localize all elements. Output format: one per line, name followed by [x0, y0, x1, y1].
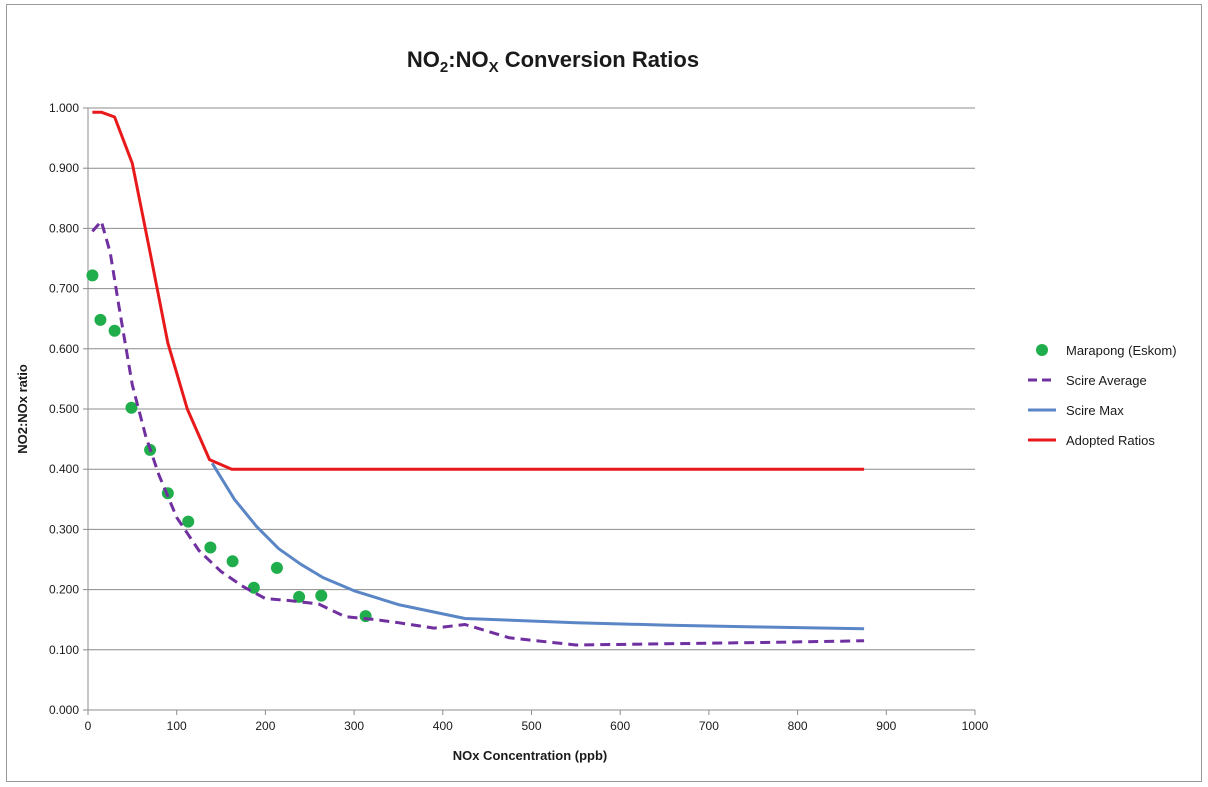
marapong-eskom-point — [226, 555, 239, 568]
title-part-mid: :NO — [448, 47, 488, 72]
y-tick-label: 0.400 — [49, 462, 79, 476]
y-tick-label: 0.300 — [49, 522, 79, 536]
y-tick-label: 0.500 — [49, 402, 79, 416]
y-tick-label: 0.800 — [49, 221, 79, 235]
marapong-eskom-point — [293, 590, 306, 603]
marapong-eskom-point — [247, 581, 260, 594]
chart-title: NO2:NOX Conversion Ratios — [407, 47, 699, 76]
x-tick-label: 300 — [344, 719, 364, 733]
marapong-eskom-point — [315, 589, 328, 602]
x-tick-label: 100 — [167, 719, 187, 733]
legend-marker-marapong-eskom — [1036, 344, 1048, 356]
y-tick-label: 0.900 — [49, 161, 79, 175]
gridlines — [88, 107, 975, 651]
title-part-main: NO — [407, 47, 440, 72]
adopted-ratios-line — [92, 110, 865, 471]
x-tick-label: 900 — [876, 719, 896, 733]
legend-label-adopted-ratios: Adopted Ratios — [1066, 433, 1155, 448]
y-tick-label: 0.200 — [49, 583, 79, 597]
x-axis-title: NOx Concentration (ppb) — [453, 748, 608, 763]
x-tick-label: 0 — [85, 719, 92, 733]
x-tick-label: 600 — [610, 719, 630, 733]
marapong-eskom-point — [86, 269, 99, 282]
title-part-tail: Conversion Ratios — [499, 47, 699, 72]
y-axis-title: NO2:NOx ratio — [15, 364, 30, 454]
chart-frame — [6, 4, 1202, 782]
title-sub-x: X — [489, 59, 499, 76]
y-tick-labels: 0.000 0.100 0.200 0.300 0.400 0.500 0.600 0.700… — [49, 101, 79, 717]
marapong-eskom-point — [270, 561, 283, 574]
marapong-eskom-point — [182, 515, 195, 528]
legend: Marapong (Eskom) Scire Average Scire Max Ad… — [1028, 343, 1177, 448]
y-tick-label: 0.600 — [49, 342, 79, 356]
marapong-eskom-point — [125, 401, 138, 414]
marapong-eskom-point — [204, 541, 217, 554]
scire-max-line — [210, 462, 865, 631]
marapong-eskom-point — [94, 313, 107, 326]
x-tick-label: 400 — [433, 719, 453, 733]
legend-label-scire-max: Scire Max — [1066, 403, 1124, 418]
y-tick-label: 0.100 — [49, 643, 79, 657]
legend-label-marapong-eskom: Marapong (Eskom) — [1066, 343, 1177, 358]
x-tick-label: 700 — [699, 719, 719, 733]
title-sub-2: 2 — [440, 59, 448, 76]
x-tick-label: 800 — [788, 719, 808, 733]
y-tick-label: 0.700 — [49, 282, 79, 296]
y-tick-label: 1.000 — [49, 101, 79, 115]
axes — [83, 107, 976, 715]
series — [86, 110, 865, 647]
y-tick-label: 0.000 — [49, 703, 79, 717]
marapong-eskom-point — [108, 324, 121, 337]
legend-label-scire-average: Scire Average — [1066, 373, 1147, 388]
scire-average-line — [91, 219, 865, 647]
x-tick-label: 200 — [255, 719, 275, 733]
x-tick-label: 1000 — [962, 719, 989, 733]
x-tick-label: 500 — [521, 719, 541, 733]
x-tick-labels: 0 100 200 300 400 500 600 700 800 900 1000 — [85, 719, 989, 733]
